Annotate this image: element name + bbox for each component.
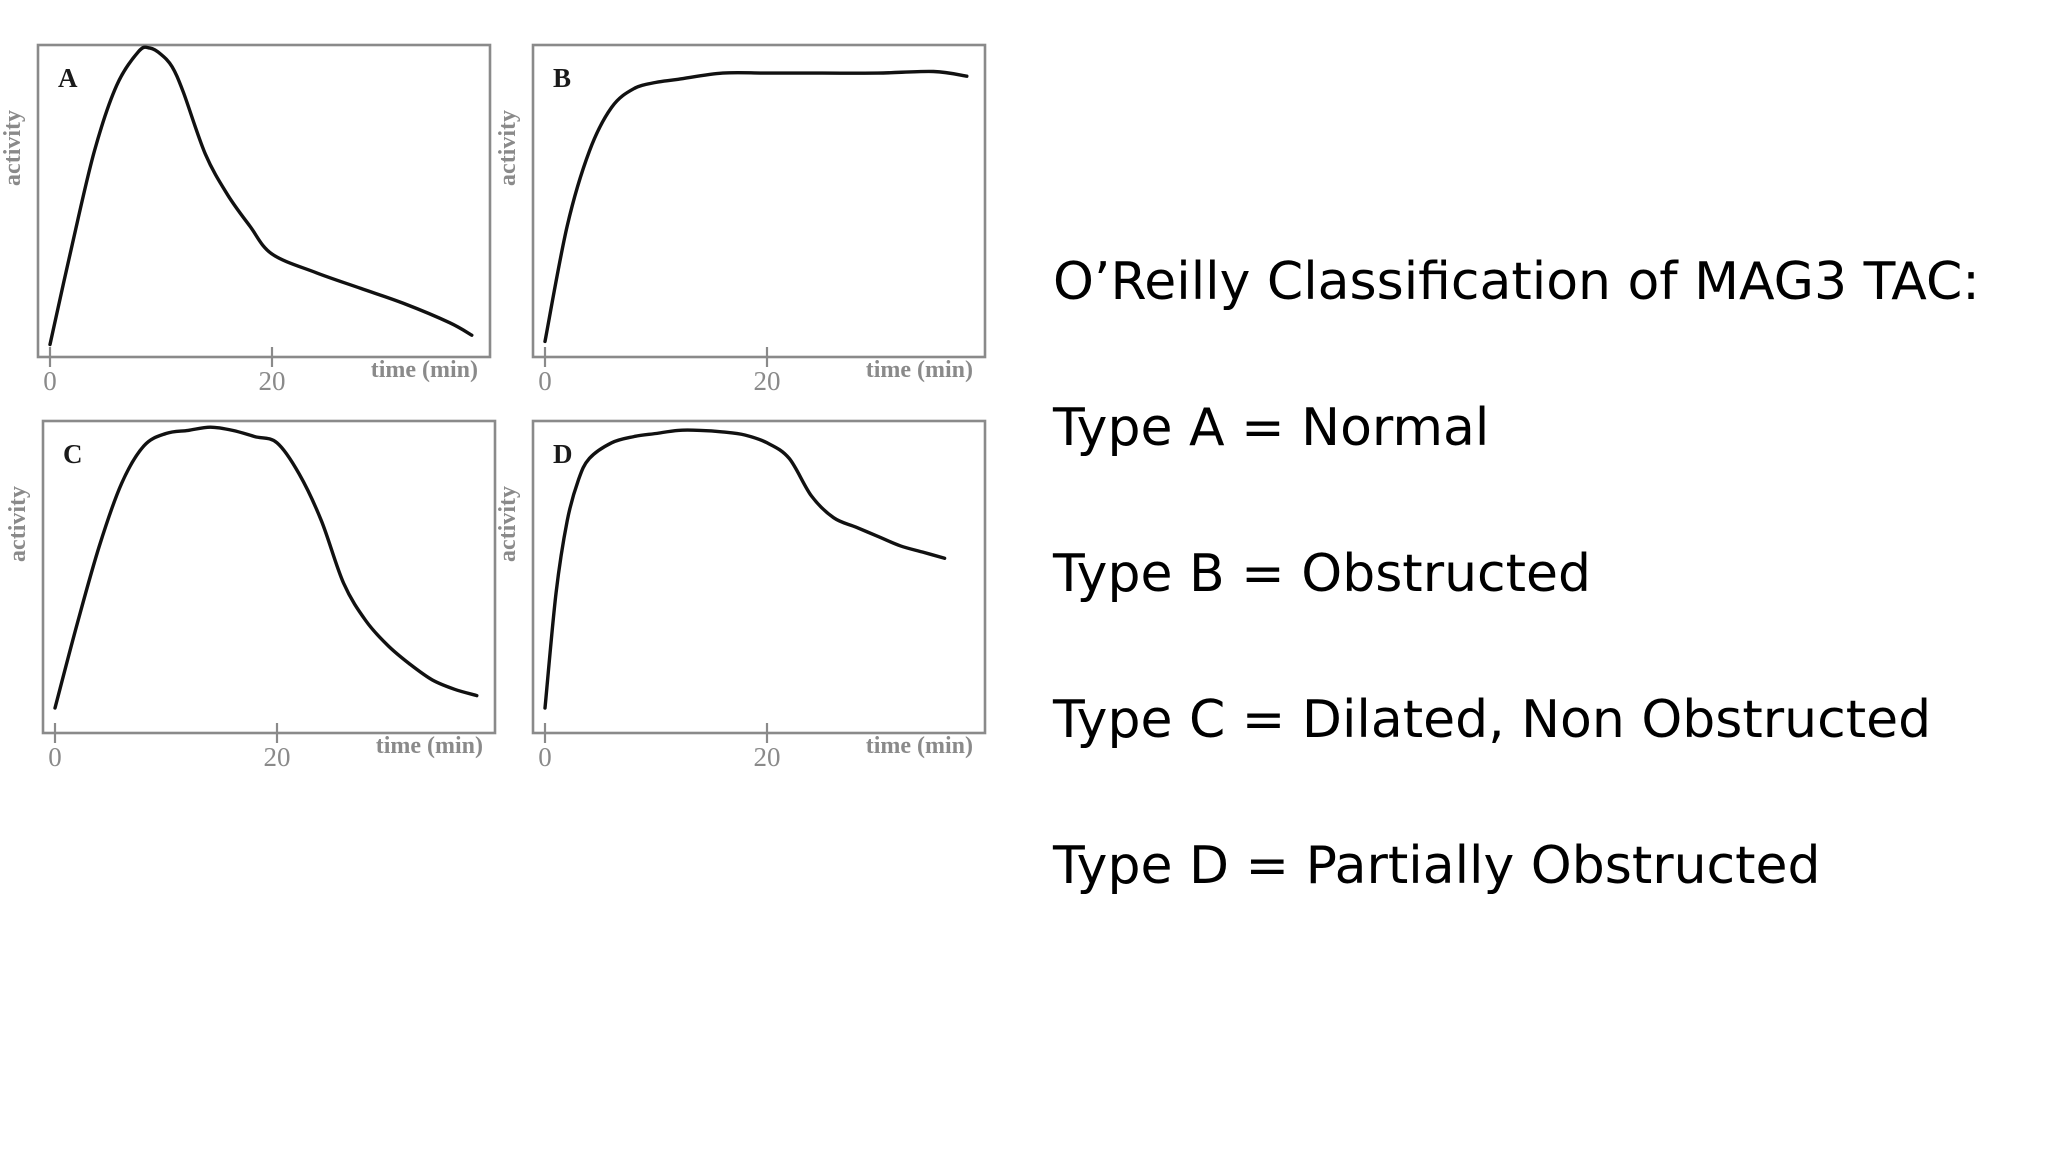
panel-c-y-axis-label: activity [5,486,31,562]
panel-a-activity-curve [48,45,474,347]
panel-c-activity-curve [53,425,479,710]
panel-d-tick-label-0: 0 [538,742,552,772]
type-d-definition: Type D = Partially Obstructed [1053,836,1821,896]
panel-d-label: D [553,439,573,469]
panel-a-y-axis-label: activity [0,110,26,186]
panel-b-tick-label-20: 20 [754,366,781,396]
panel-a-tick-label-0: 0 [43,366,57,396]
type-b-definition: Type B = Obstructed [1053,544,1592,604]
panel-a-x-axis-label: time (min) [371,357,478,383]
panel-b-label: B [553,63,571,93]
panel-a-label: A [58,63,78,93]
panel-d-y-axis-label: activity [495,486,521,562]
panel-d-x-axis-label: time (min) [866,733,973,759]
panel-c-frame [41,419,497,735]
type-a-definition: Type A = Normal [1053,398,1490,458]
panel-b-activity-curve [543,69,969,344]
panel-c-x-axis-label: time (min) [376,733,483,759]
panel-b-tick-label-0: 0 [538,366,552,396]
panel-c-tick-label-20: 20 [264,742,291,772]
classification-heading: O’Reilly Classification of MAG3 TAC: [1053,252,1980,312]
panel-a-frame [36,43,492,359]
panel-d-frame [531,419,987,735]
panel-d-tick-label-20: 20 [754,742,781,772]
panel-a-tick-label-20: 20 [259,366,286,396]
panel-b-frame [531,43,987,359]
panel-d-activity-curve [543,428,947,710]
type-c-definition: Type C = Dilated, Non Obstructed [1053,690,1932,750]
panel-c-label: C [63,439,83,469]
panel-b-x-axis-label: time (min) [866,357,973,383]
panel-b-y-axis-label: activity [495,110,521,186]
panel-c-tick-label-0: 0 [48,742,62,772]
tac-charts: 0 20 time (min) activity A 0 20 time (min) activ… [0,43,987,772]
